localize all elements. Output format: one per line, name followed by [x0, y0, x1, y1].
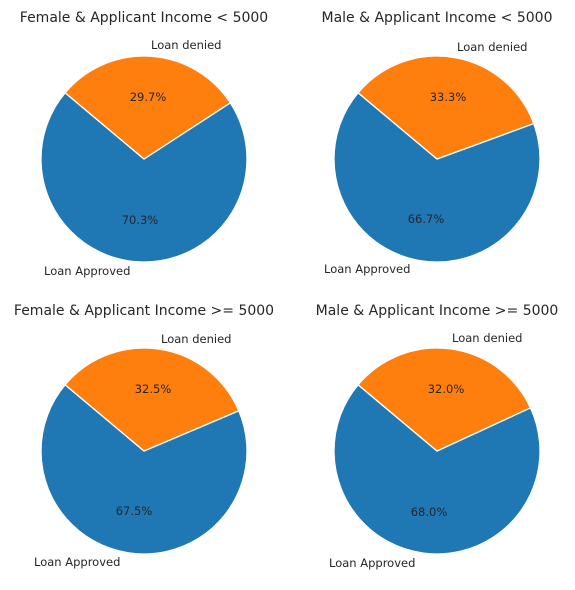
slice-label-loan-denied: Loan denied [452, 331, 522, 345]
slice-label-loan-denied: Loan denied [457, 40, 527, 54]
pie-slice-loan-approved [40, 92, 248, 263]
slice-percent-loan-denied: 33.3% [430, 90, 467, 104]
pie-slice-loan-denied [64, 347, 240, 452]
slice-label-loan-approved: Loan Approved [324, 262, 410, 276]
slice-percent-loan-denied: 32.0% [428, 382, 465, 396]
slice-percent-loan-denied: 32.5% [135, 382, 172, 396]
slice-percent-loan-approved: 66.7% [408, 212, 445, 226]
chart-title: Male & Applicant Income < 5000 [322, 10, 553, 26]
chart-title: Female & Applicant Income < 5000 [20, 10, 268, 26]
pie-slice-loan-approved [333, 384, 541, 555]
slice-label-loan-approved: Loan Approved [34, 555, 120, 569]
slice-percent-loan-denied: 29.7% [130, 90, 167, 104]
pie-panel-male-low-income: Male & Applicant Income < 5000 Loan Appr… [322, 10, 553, 276]
pie-slice-loan-approved [333, 92, 541, 263]
slice-percent-loan-approved: 68.0% [411, 505, 448, 519]
slice-label-loan-approved: Loan Approved [44, 264, 130, 278]
pie-slice-loan-denied [64, 55, 231, 160]
pie-slice-loan-denied [357, 347, 532, 452]
slice-percent-loan-approved: 67.5% [116, 504, 153, 518]
chart-title: Female & Applicant Income >= 5000 [14, 303, 274, 319]
slice-label-loan-denied: Loan denied [161, 332, 231, 346]
chart-title: Male & Applicant Income >= 5000 [316, 303, 559, 319]
pie-panel-female-high-income: Female & Applicant Income >= 5000 Loan A… [14, 303, 274, 569]
slice-label-loan-denied: Loan denied [151, 38, 221, 52]
pie-panel-female-low-income: Female & Applicant Income < 5000 Loan Ap… [20, 10, 268, 278]
slice-percent-loan-approved: 70.3% [122, 213, 159, 227]
slice-label-loan-approved: Loan Approved [329, 556, 415, 570]
pie-panel-male-high-income: Male & Applicant Income >= 5000 Loan App… [316, 303, 559, 570]
pie-slice-loan-approved [40, 384, 248, 555]
pie-slice-loan-denied [357, 55, 535, 160]
